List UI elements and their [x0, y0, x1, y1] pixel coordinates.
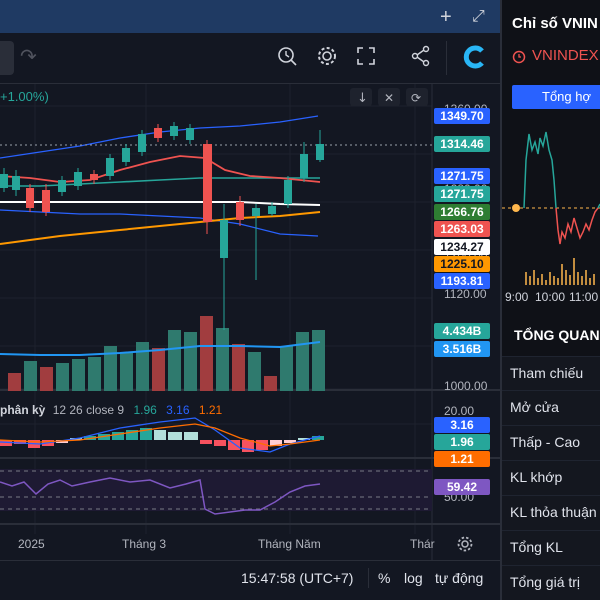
settings-gear-icon[interactable] — [316, 45, 338, 67]
row-label-reference: Tham chiếu — [510, 365, 584, 381]
add-icon[interactable]: + — [440, 6, 452, 28]
ma-label-f: 1225.10 — [434, 256, 490, 272]
overview-row: Mở cửa — [502, 390, 600, 425]
toolbar-button-partial[interactable] — [0, 41, 14, 75]
ma-label-a: 1271.75 — [434, 168, 490, 184]
time-tick-4: Thár — [410, 537, 435, 551]
chart-footer — [0, 560, 500, 600]
panel-title: Chỉ số VNIN — [512, 15, 598, 32]
alert-icon[interactable] — [276, 45, 298, 67]
row-label-open: Mở cửa — [510, 399, 559, 415]
redo-icon[interactable]: ↷ — [20, 46, 37, 68]
ma-label-b: 1271.75 — [434, 186, 490, 202]
ma-label-c: 1266.76 — [434, 204, 490, 220]
summary-button-label: Tổng hợ — [542, 89, 591, 104]
fullscreen-icon[interactable]: ⤢ — [472, 8, 485, 25]
ma-label-e: 1234.27 — [434, 239, 490, 255]
svg-text:✕: ✕ — [384, 91, 394, 105]
overview-row: KL thỏa thuận — [502, 495, 600, 530]
overview-row: Tổng KL — [502, 530, 600, 565]
svg-text:↓: ↓ — [357, 91, 368, 106]
macd-label-a: 3.16 — [434, 417, 490, 433]
intraday-time-2: 10:00 — [535, 290, 566, 304]
macd-value-2: 3.16 — [166, 403, 190, 417]
row-label-total-value: Tổng giá trị — [510, 574, 581, 590]
time-tick-2: Tháng 3 — [122, 537, 167, 551]
row-label-negotiated-volume: KL thỏa thuận — [510, 504, 597, 520]
intraday-chart[interactable] — [502, 120, 600, 290]
overview-title: TỔNG QUAN — [514, 327, 600, 343]
summary-button[interactable]: Tổng hợ — [512, 85, 600, 109]
footer-divider — [368, 568, 369, 588]
svg-text:⟳: ⟳ — [411, 91, 421, 105]
overview-row: KL khớp — [502, 460, 600, 495]
toolbar-divider — [446, 41, 447, 75]
brand-logo-icon[interactable] — [462, 44, 488, 70]
macd-params: 12 26 close 9 — [52, 403, 125, 417]
share-icon[interactable] — [410, 45, 432, 67]
overview-row: Tham chiếu — [502, 356, 600, 391]
time-tick-3: Tháng Năm — [258, 537, 321, 551]
clock-icon — [512, 50, 526, 64]
change-percent: +1.00%) — [0, 89, 49, 104]
row-label-total-volume: Tổng KL — [510, 539, 563, 555]
macd-label-c: 1.21 — [434, 451, 490, 467]
clock-readout[interactable]: 15:47:58 (UTC+7) — [241, 570, 354, 586]
chart-toolbar: ↷ — [0, 33, 500, 84]
axis-tick-20: 20.00 — [444, 404, 475, 418]
chart-title-bar: + ⤢ — [0, 0, 500, 33]
macd-legend: phân kỳ 12 26 close 9 1.96 3.16 1.21 — [0, 403, 222, 417]
macd-value-1: 1.96 — [133, 403, 157, 417]
auto-toggle[interactable]: tự động — [435, 570, 484, 586]
axis-tick-1120: 1120.00 — [444, 287, 487, 301]
log-toggle[interactable]: log — [404, 570, 423, 586]
row-label-low-high: Thấp - Cao — [510, 434, 581, 450]
overview-row: Tổng giá trị — [502, 565, 600, 600]
fullscreen-corners-icon[interactable] — [356, 46, 376, 66]
overview-row: Thấp - Cao — [502, 425, 600, 460]
ticker-name[interactable]: VNINDEX — [532, 47, 599, 64]
time-tick-1: 2025 — [18, 537, 45, 551]
intraday-time-1: 9:00 — [505, 290, 529, 304]
lower-band-label: 1193.81 — [434, 273, 490, 289]
time-settings-icon[interactable] — [456, 535, 474, 553]
overview-header: TỔNG QUAN — [502, 312, 600, 356]
price-chart[interactable]: ↓ ✕ ⟳ — [0, 84, 500, 560]
volume-label: 4.434B — [434, 323, 490, 339]
macd-label-b: 1.96 — [434, 434, 490, 450]
upper-band-label: 1349.70 — [434, 108, 490, 124]
percent-toggle[interactable]: % — [378, 570, 391, 586]
last-price-label: 1314.46 — [434, 136, 490, 152]
ma-label-d: 1263.03 — [434, 221, 490, 237]
macd-title: phân kỳ — [0, 403, 46, 417]
chart-panel: + ⤢ ↷ — [0, 0, 500, 600]
macd-value-3: 1.21 — [198, 403, 223, 417]
rsi-label: 59.42 — [434, 479, 490, 495]
row-label-matched-volume: KL khớp — [510, 469, 563, 485]
volume-ma-label: 3.516B — [434, 341, 490, 357]
intraday-time-3: 11:00 — [569, 290, 599, 304]
axis-tick-1000: 1000.00 — [444, 379, 488, 393]
